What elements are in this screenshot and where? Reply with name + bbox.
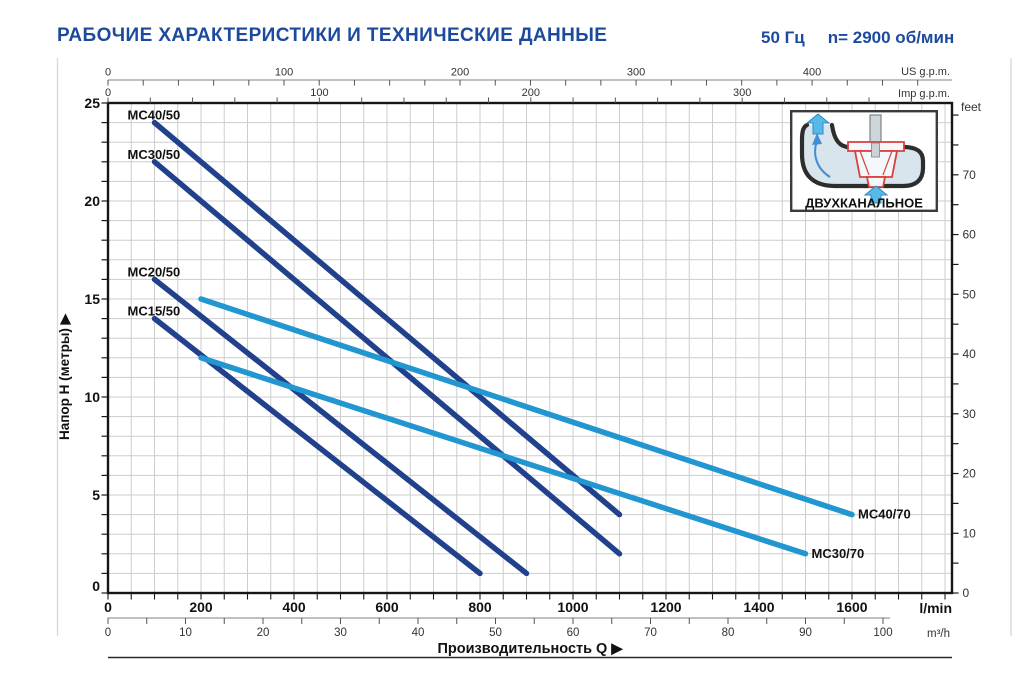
curve-labels: MC40/50 MC30/50 MC20/50 MC15/50 MC40/70 MC30/… [128,108,911,561]
svg-text:200: 200 [189,599,213,615]
svg-text:30: 30 [963,407,977,421]
flow-curve-arrowhead-icon [812,133,822,145]
inset-caption: ДВУХКАНАЛЬНОЕ [805,196,923,211]
svg-text:200: 200 [522,87,540,99]
x-axis-m3h: 0 10 20 30 40 50 60 70 80 90 100 [105,617,893,639]
pump-curves [151,119,855,577]
svg-text:400: 400 [803,67,821,79]
svg-text:MC20/50: MC20/50 [128,264,181,279]
curve-MC40/50 [151,119,623,518]
svg-text:200: 200 [451,67,469,79]
svg-text:0: 0 [105,67,111,79]
svg-text:0: 0 [92,578,100,594]
plot-frame [106,101,954,595]
svg-text:20: 20 [963,467,977,481]
svg-text:70: 70 [644,627,657,639]
svg-text:20: 20 [257,627,270,639]
svg-text:50: 50 [489,627,502,639]
frequency-label: 50 Гц [761,28,805,47]
svg-text:400: 400 [282,599,306,615]
pump-shaft-hub [871,142,880,158]
svg-text:0: 0 [105,87,111,99]
svg-text:100: 100 [310,87,328,99]
svg-text:1200: 1200 [650,599,681,615]
svg-text:MC15/50: MC15/50 [128,304,181,319]
speed-label: n= 2900 об/мин [827,28,955,47]
svg-text:10: 10 [179,627,192,639]
lmin-axis-label: l/min [919,600,952,616]
svg-text:300: 300 [627,67,645,79]
svg-text:5: 5 [92,487,100,503]
svg-text:MC40/70: MC40/70 [858,507,911,522]
svg-text:1400: 1400 [743,599,774,615]
x-axis-usgpm: 0 100 200 300 400 [105,67,952,86]
y-axis-title: Напор H (метры) ▶ [57,312,72,440]
svg-text:50: 50 [963,287,977,301]
pump-section-inset: ДВУХКАНАЛЬНОЕ [790,110,939,212]
svg-text:1000: 1000 [557,599,588,615]
svg-text:60: 60 [567,627,580,639]
x-axis-title: Производительность Q ▶ [437,641,624,657]
svg-text:15: 15 [84,291,100,307]
svg-text:300: 300 [733,87,751,99]
outlet-arrow-up-icon [805,113,831,135]
y-axis-meters: 0 5 10 15 20 25 [84,95,108,594]
svg-text:80: 80 [722,627,735,639]
inlet-arrow-up-icon [863,185,889,204]
svg-text:30: 30 [334,627,347,639]
x-axis-lmin: 0 200 400 600 800 1000 1200 1400 1600 [104,593,946,615]
svg-text:MC30/50: MC30/50 [128,147,181,162]
svg-text:MC30/70: MC30/70 [812,546,865,561]
svg-text:MC40/50: MC40/50 [128,108,181,123]
svg-text:40: 40 [963,347,977,361]
page-title: РАБОЧИЕ ХАРАКТЕРИСТИКИ И ТЕХНИЧЕСКИЕ ДАН… [57,25,608,46]
curve-MC20/50 [151,276,530,577]
svg-text:90: 90 [799,627,812,639]
svg-text:100: 100 [873,627,892,639]
us-gpm-axis-label: US g.p.m. [901,66,950,78]
pump-impeller [847,141,905,188]
svg-text:0: 0 [105,627,111,639]
svg-text:20: 20 [84,193,100,209]
svg-text:1600: 1600 [836,599,867,615]
curve-MC40/70 [198,296,855,518]
svg-text:10: 10 [84,389,100,405]
svg-text:800: 800 [468,599,492,615]
svg-text:70: 70 [963,168,977,182]
imp-gpm-axis-label: Imp g.p.m. [898,88,950,100]
svg-text:600: 600 [375,599,399,615]
y-axis-feet: 0 10 20 30 40 50 60 70 [952,114,977,600]
svg-text:40: 40 [412,627,425,639]
x-axis-impgpm: 0 100 200 300 [105,87,912,103]
feet-axis-label: feet [961,100,982,114]
svg-text:0: 0 [104,599,112,615]
svg-text:100: 100 [275,67,293,79]
svg-text:25: 25 [84,95,100,111]
curve-MC30/70 [198,355,809,557]
header-specs: 50 Гц n= 2900 об/мин [761,28,954,48]
svg-text:0: 0 [963,586,970,600]
svg-text:10: 10 [963,526,977,540]
m3h-axis-label: m³/h [927,628,950,640]
svg-text:60: 60 [963,228,977,242]
